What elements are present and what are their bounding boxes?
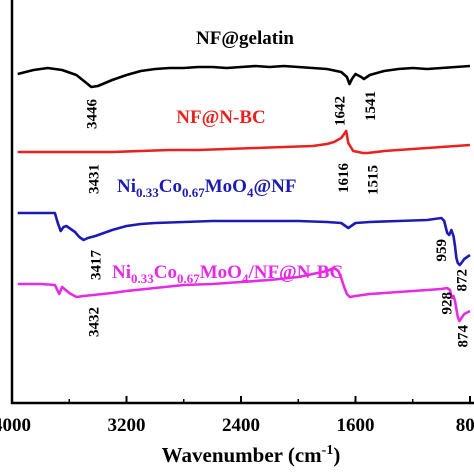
series-label-1: NF@gelatin	[196, 28, 294, 49]
peak-label-1515: 1515	[366, 165, 382, 195]
series-line-2	[17, 129, 471, 155]
peak-label-928: 928	[440, 292, 456, 315]
peak-label-1616: 1616	[336, 163, 352, 194]
x-tick-label-3200: 3200	[108, 415, 146, 436]
series-layer	[17, 64, 471, 323]
series-line-4	[17, 266, 471, 323]
peak-label-3431: 3431	[86, 164, 102, 194]
x-axis: 4000 3200 2400 1600 800	[0, 396, 474, 436]
peak-label-layer: 3446 1642 1541 3431 1616 1515 3417 959 872 3432 92…	[84, 91, 471, 348]
x-axis-title: Wavenumber (cm-1)	[162, 443, 341, 467]
series-label-layer: NF@gelatin NF@N-BC Ni0.33Co0.67MoO4@NF Ni0.…	[112, 28, 343, 286]
x-tick-label-1600: 1600	[337, 415, 375, 436]
x-axis-title-superscript: -1	[322, 443, 334, 458]
series-label-2: NF@N-BC	[176, 107, 265, 128]
x-axis-title-close: )	[333, 443, 340, 467]
x-tick-label-4000: 4000	[0, 415, 31, 436]
peak-label-874: 874	[455, 325, 471, 348]
series-line-3	[17, 211, 471, 267]
peak-label-1541: 1541	[363, 91, 379, 121]
peak-label-3446: 3446	[84, 99, 100, 130]
plot-frame	[10, 0, 474, 405]
series-label-4: Ni0.33Co0.67MoO4/NF@N-BC	[112, 262, 343, 286]
x-tick-label-2400: 2400	[222, 415, 260, 436]
series-line-1	[17, 64, 471, 89]
peak-label-872: 872	[455, 269, 471, 292]
x-tick-label-800: 800	[456, 415, 474, 436]
x-axis-title-main: Wavenumber (cm	[162, 443, 323, 467]
peak-label-3432: 3432	[86, 307, 102, 337]
peak-label-1642: 1642	[333, 96, 349, 126]
peak-label-3417: 3417	[88, 250, 104, 281]
peak-label-959: 959	[434, 239, 450, 262]
series-label-3: Ni0.33Co0.67MoO4@NF	[117, 176, 296, 200]
